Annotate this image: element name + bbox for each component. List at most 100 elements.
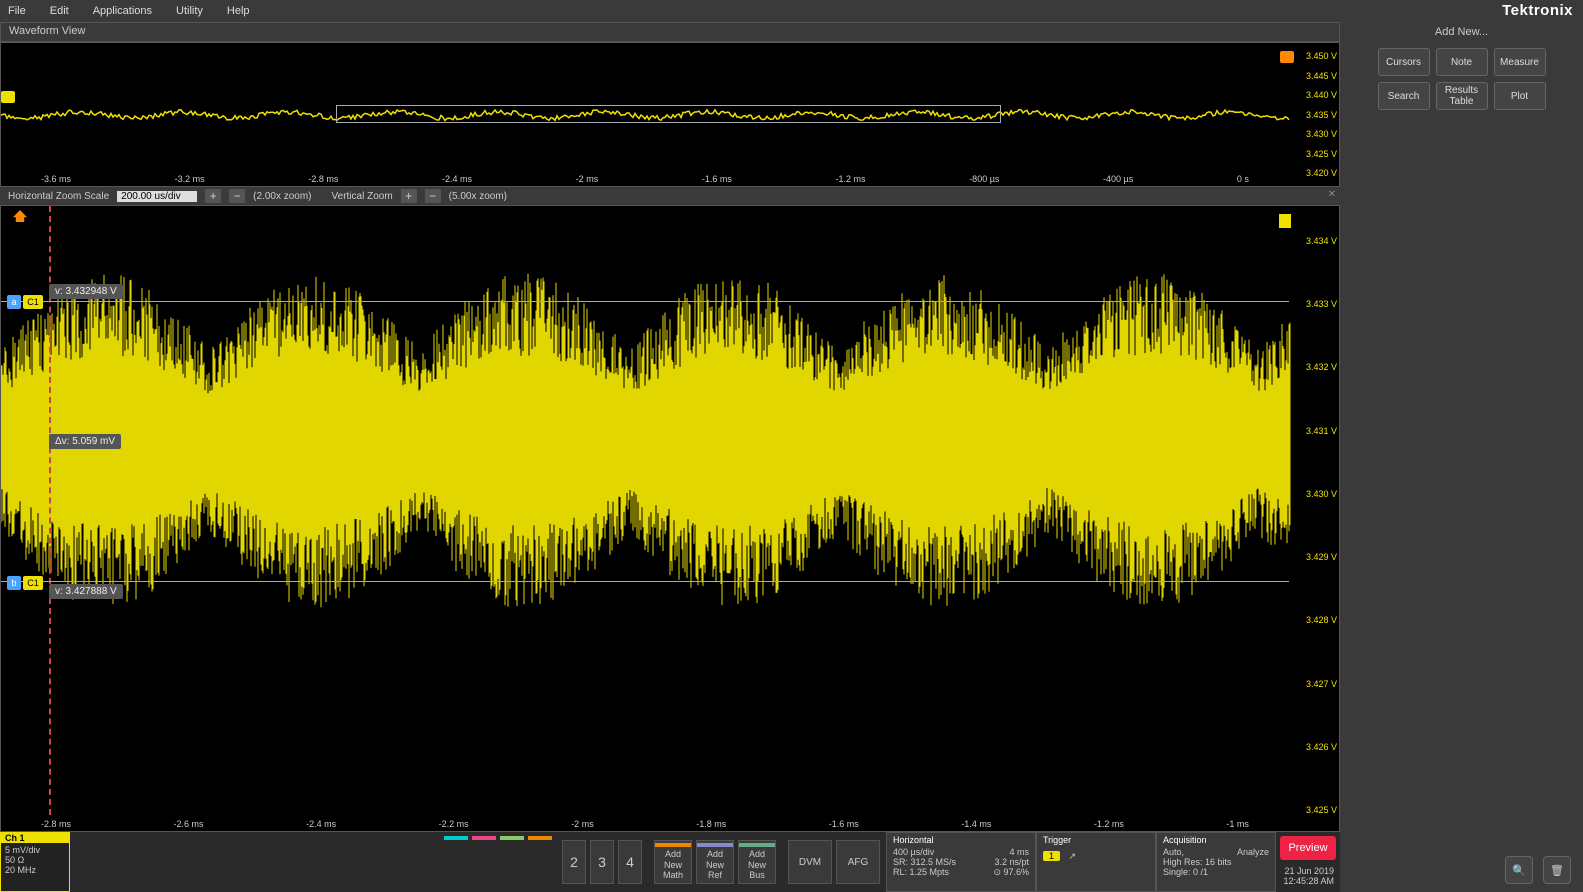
trigger-panel[interactable]: Trigger 1 ↗ — [1036, 832, 1156, 892]
main-x-axis: -2.8 ms-2.6 ms-2.4 ms-2.2 ms-2 ms-1.8 ms… — [1, 819, 1289, 829]
preview-button[interactable]: Preview — [1280, 836, 1336, 860]
add-ref-button[interactable]: AddNewRef — [696, 840, 734, 884]
channel1-name: Ch 1 — [1, 833, 69, 843]
y-tick: 3.445 V — [1306, 71, 1337, 81]
zoom-control-bar: Horizontal Zoom Scale + − (2.00x zoom) V… — [0, 187, 1340, 205]
cursor-b-tag[interactable]: b C1 — [7, 576, 43, 590]
trigger-level-icon[interactable] — [1279, 214, 1291, 228]
horiz-zoom-scale-input[interactable] — [117, 191, 197, 202]
cursors-button[interactable]: Cursors — [1378, 48, 1430, 76]
menu-help[interactable]: Help — [227, 5, 250, 17]
zoom-close-icon[interactable]: ✕ — [1328, 189, 1336, 200]
y-tick: 3.430 V — [1306, 489, 1337, 499]
add-buttons: AddNewMathAddNewRefAddNewBus — [648, 832, 782, 892]
channel-3-button[interactable]: 3 — [590, 840, 614, 884]
y-tick: 3.429 V — [1306, 552, 1337, 562]
channel1-impedance: 50 Ω — [5, 855, 65, 865]
menu-utility[interactable]: Utility — [176, 5, 203, 17]
acquisition-title: Acquisition — [1163, 835, 1269, 845]
zoom-region-box[interactable] — [336, 105, 1001, 123]
add-bus-button[interactable]: AddNewBus — [738, 840, 776, 884]
y-tick: 3.426 V — [1306, 742, 1337, 752]
x-tick: 0 s — [1237, 174, 1249, 184]
y-tick: 3.450 V — [1306, 51, 1337, 61]
overview-waveform[interactable]: 3.450 V3.445 V3.440 V3.435 V3.430 V3.425… — [0, 42, 1340, 187]
search-button[interactable]: Search — [1378, 82, 1430, 110]
overview-x-axis: -3.6 ms-3.2 ms-2.8 ms-2.4 ms-2 ms-1.6 ms… — [1, 174, 1289, 184]
right-panel: Tektronix Add New... Cursors Note Measur… — [1340, 0, 1583, 892]
color-tab[interactable] — [472, 836, 496, 840]
date: 21 Jun 2019 — [1283, 866, 1334, 876]
y-tick: 3.433 V — [1306, 299, 1337, 309]
cursor-b-value: v: 3.427888 V — [49, 584, 123, 599]
delta-v-value: Δv: 5.059 mV — [49, 434, 121, 449]
cursor-a-channel: C1 — [23, 295, 43, 309]
horizontal-panel[interactable]: Horizontal 400 µs/div4 ms SR: 312.5 MS/s… — [886, 832, 1036, 892]
channel1-bandwidth: 20 MHz — [5, 865, 65, 875]
y-tick: 3.431 V — [1306, 426, 1337, 436]
color-tab[interactable] — [528, 836, 552, 840]
channel-2-button[interactable]: 2 — [562, 840, 586, 884]
x-tick: -800 µs — [969, 174, 999, 184]
vert-zoom-factor: (5.00x zoom) — [449, 191, 507, 202]
x-tick: -2.4 ms — [306, 819, 336, 829]
menu-applications[interactable]: Applications — [93, 5, 152, 17]
y-tick: 3.427 V — [1306, 679, 1337, 689]
tool-grid: Cursors Note Measure Search Results Tabl… — [1340, 42, 1583, 116]
cursor-a-value: v: 3.432948 V — [49, 284, 123, 299]
x-tick: -1 ms — [1226, 819, 1249, 829]
x-tick: -2.4 ms — [442, 174, 472, 184]
channel-tag-icon[interactable] — [1, 91, 15, 103]
acq-mode: Auto, — [1163, 847, 1184, 857]
cursor-b-line[interactable] — [1, 581, 1289, 582]
dvm-button[interactable]: DVM — [788, 840, 832, 884]
color-tab[interactable] — [444, 836, 468, 840]
x-tick: -1.8 ms — [696, 819, 726, 829]
x-tick: -1.4 ms — [961, 819, 991, 829]
y-tick: 3.425 V — [1306, 149, 1337, 159]
vert-zoom-out-button[interactable]: − — [425, 189, 441, 203]
add-math-button[interactable]: AddNewMath — [654, 840, 692, 884]
cursor-a-badge: a — [7, 295, 21, 309]
icon-row: 🔍 🗑 — [1340, 848, 1583, 892]
acq-analyze: Analyze — [1237, 847, 1269, 857]
cursor-a-tag[interactable]: a C1 — [7, 295, 43, 309]
menu-edit[interactable]: Edit — [50, 5, 69, 17]
horiz-zoom-out-button[interactable]: − — [229, 189, 245, 203]
y-tick: 3.435 V — [1306, 110, 1337, 120]
channel-4-button[interactable]: 4 — [618, 840, 642, 884]
vert-zoom-in-button[interactable]: + — [401, 189, 417, 203]
plot-button[interactable]: Plot — [1494, 82, 1546, 110]
menubar: File Edit Applications Utility Help — [0, 0, 1340, 22]
menu-file[interactable]: File — [8, 5, 26, 17]
horiz-zoom-in-button[interactable]: + — [205, 189, 221, 203]
channel1-vdiv: 5 mV/div — [5, 845, 65, 855]
waveform-view-title: Waveform View — [0, 22, 1340, 42]
cursor-a-line[interactable] — [1, 301, 1289, 302]
x-tick: -1.2 ms — [1094, 819, 1124, 829]
channel-buttons: 234 — [556, 832, 648, 892]
color-tabs — [440, 832, 556, 892]
horiz-resolution: 3.2 ns/pt — [994, 857, 1029, 867]
feature-buttons: DVMAFG — [782, 832, 886, 892]
results-table-button[interactable]: Results Table — [1436, 82, 1488, 110]
cursor-b-badge: b — [7, 576, 21, 590]
add-new-label: Add New... — [1340, 22, 1583, 42]
horiz-timediv: 400 µs/div — [893, 847, 934, 857]
color-tab[interactable] — [500, 836, 524, 840]
vert-zoom-label: Vertical Zoom — [332, 191, 393, 202]
trigger-tag-icon[interactable] — [1280, 51, 1294, 63]
y-tick: 3.440 V — [1306, 90, 1337, 100]
afg-button[interactable]: AFG — [836, 840, 880, 884]
channel1-badge[interactable]: Ch 1 5 mV/div 50 Ω 20 MHz — [0, 832, 70, 892]
main-waveform[interactable]: a C1 b C1 v: 3.432948 V Δv: 5.059 mV v: … — [0, 205, 1340, 832]
measure-button[interactable]: Measure — [1494, 48, 1546, 76]
trash-icon[interactable]: 🗑 — [1543, 856, 1571, 884]
y-tick: 3.428 V — [1306, 615, 1337, 625]
note-button[interactable]: Note — [1436, 48, 1488, 76]
horiz-duration: 4 ms — [1009, 847, 1029, 857]
acq-single: Single: 0 /1 — [1163, 867, 1269, 877]
x-tick: -1.2 ms — [836, 174, 866, 184]
acquisition-panel[interactable]: Acquisition Auto,Analyze High Res: 16 bi… — [1156, 832, 1276, 892]
zoom-tool-icon[interactable]: 🔍 — [1505, 856, 1533, 884]
